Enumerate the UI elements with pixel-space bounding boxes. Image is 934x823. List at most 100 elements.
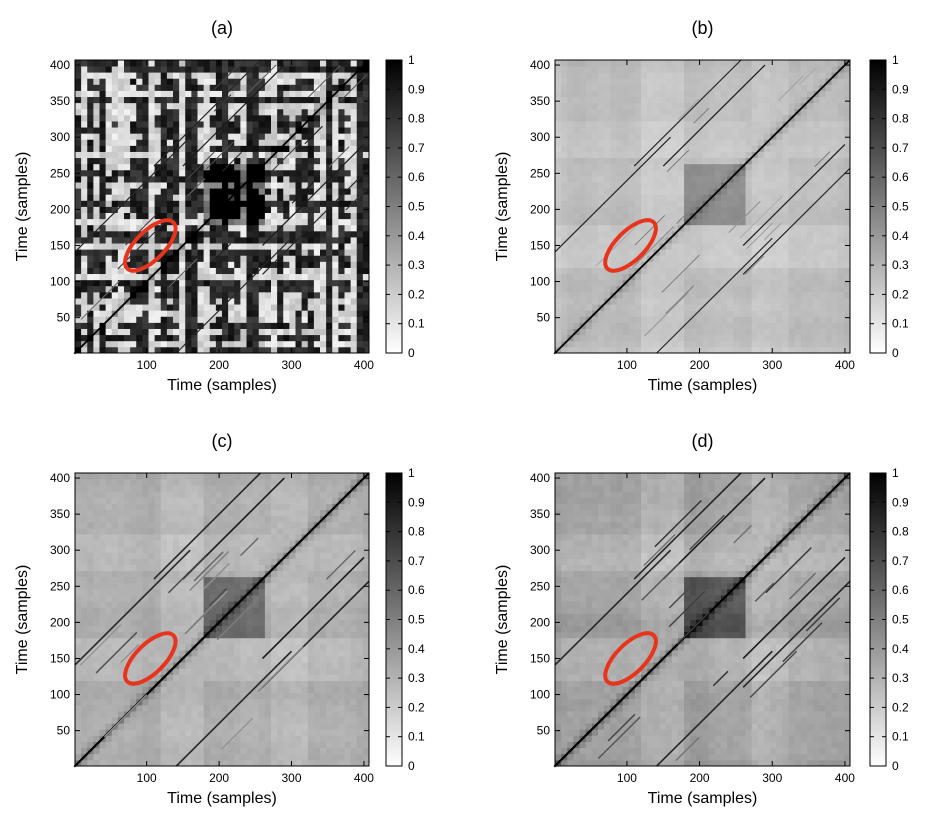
heatmap-cell: [228, 151, 235, 159]
heatmap-cell: [598, 346, 605, 354]
heatmap-cell: [332, 304, 339, 311]
heatmap-cell: [555, 114, 562, 122]
heatmap-cell: [75, 479, 82, 486]
heatmap-cell: [677, 78, 685, 85]
heatmap-cell: [708, 145, 716, 152]
heatmap-cell: [228, 84, 235, 91]
heatmap-cell: [622, 298, 630, 305]
heatmap-cell: [87, 607, 94, 614]
heatmap-cell: [215, 145, 223, 152]
heatmap-cell: [684, 182, 691, 189]
heatmap-cell: [634, 224, 642, 232]
heatmap-cell: [75, 668, 82, 675]
x-axis-label: Time (samples): [167, 377, 277, 394]
heatmap-cell: [745, 224, 753, 232]
heatmap-cell: [561, 322, 568, 329]
heatmap-cell: [313, 145, 321, 152]
heatmap-cell: [788, 145, 796, 152]
heatmap-cell: [283, 224, 290, 232]
heatmap-cell: [622, 114, 630, 122]
heatmap-cell: [81, 558, 88, 565]
heatmap-cell: [185, 334, 192, 342]
heatmap-cell: [665, 291, 673, 299]
heatmap-cell: [320, 121, 327, 128]
heatmap-cell: [751, 96, 759, 104]
heatmap-cell: [641, 273, 648, 281]
heatmap-cell: [684, 224, 691, 232]
heatmap-cell: [665, 316, 673, 323]
heatmap-cell: [289, 182, 296, 189]
heatmap-cell: [246, 84, 254, 91]
heatmap-cell: [628, 212, 636, 220]
heatmap-cell: [166, 96, 174, 104]
heatmap-cell: [831, 133, 839, 140]
heatmap-cell: [75, 127, 82, 134]
heatmap-cell: [684, 175, 691, 183]
heatmap-cell: [160, 237, 168, 244]
heatmap-cell: [105, 169, 113, 177]
heatmap-cell: [677, 237, 685, 244]
heatmap-cell: [124, 108, 131, 116]
heatmap-cell: [87, 90, 94, 98]
recurrence-streak: [799, 66, 817, 85]
heatmap-cell: [739, 298, 746, 305]
heatmap-cell: [573, 304, 580, 311]
heatmap-cell: [671, 114, 679, 122]
heatmap-cell: [684, 346, 691, 354]
heatmap-cell: [598, 96, 605, 104]
heatmap-cell: [258, 169, 266, 177]
heatmap-cell: [653, 102, 660, 110]
heatmap-cell: [313, 261, 321, 268]
heatmap-cell: [800, 316, 808, 323]
heatmap-cell: [819, 261, 826, 268]
heatmap-cell: [154, 72, 162, 79]
heatmap-cell: [215, 139, 223, 146]
heatmap-cell: [142, 175, 149, 183]
heatmap-cell: [203, 169, 211, 177]
heatmap-cell: [579, 298, 587, 305]
heatmap-cell: [573, 316, 580, 323]
heatmap-cell: [806, 133, 814, 140]
heatmap-cell: [585, 346, 593, 354]
heatmap-cell: [757, 298, 765, 305]
heatmap-cell: [720, 151, 728, 159]
heatmap-cell: [831, 96, 839, 104]
heatmap-cell: [362, 188, 370, 195]
heatmap-cell: [708, 237, 716, 244]
heatmap-cell: [788, 328, 796, 336]
heatmap-cell: [757, 340, 765, 348]
heatmap-cell: [154, 279, 162, 287]
heatmap-cell: [733, 200, 740, 207]
heatmap-cell: [283, 157, 290, 165]
heatmap-cell: [745, 310, 753, 317]
heatmap-cell: [610, 224, 617, 232]
heatmap-cell: [313, 273, 321, 281]
heatmap-cell: [739, 255, 746, 262]
heatmap-cell: [148, 346, 156, 354]
heatmap-cell: [246, 206, 254, 213]
recurrence-line: [262, 167, 370, 275]
heatmap-cell: [222, 273, 229, 281]
heatmap-cell: [794, 285, 802, 293]
heatmap-cell: [751, 175, 759, 183]
heatmap-cell: [81, 546, 88, 553]
heatmap-cell: [763, 328, 771, 336]
heatmap-cell: [604, 169, 611, 177]
heatmap-cell: [271, 285, 278, 293]
heatmap-cell: [641, 243, 648, 250]
heatmap-cell: [806, 200, 814, 207]
heatmap-cell: [788, 108, 796, 116]
heatmap-cell: [677, 151, 685, 159]
heatmap-cell: [326, 291, 333, 299]
heatmap-cell: [622, 60, 630, 67]
heatmap-cell: [307, 133, 315, 140]
heatmap-cell: [825, 224, 832, 232]
heatmap-cell: [598, 340, 605, 348]
heatmap-cell: [831, 206, 839, 213]
heatmap-cell: [843, 114, 851, 122]
heatmap-cell: [93, 72, 100, 79]
heatmap-cell: [794, 267, 802, 275]
heatmap-cell: [800, 273, 808, 281]
heatmap-cell: [222, 334, 229, 342]
